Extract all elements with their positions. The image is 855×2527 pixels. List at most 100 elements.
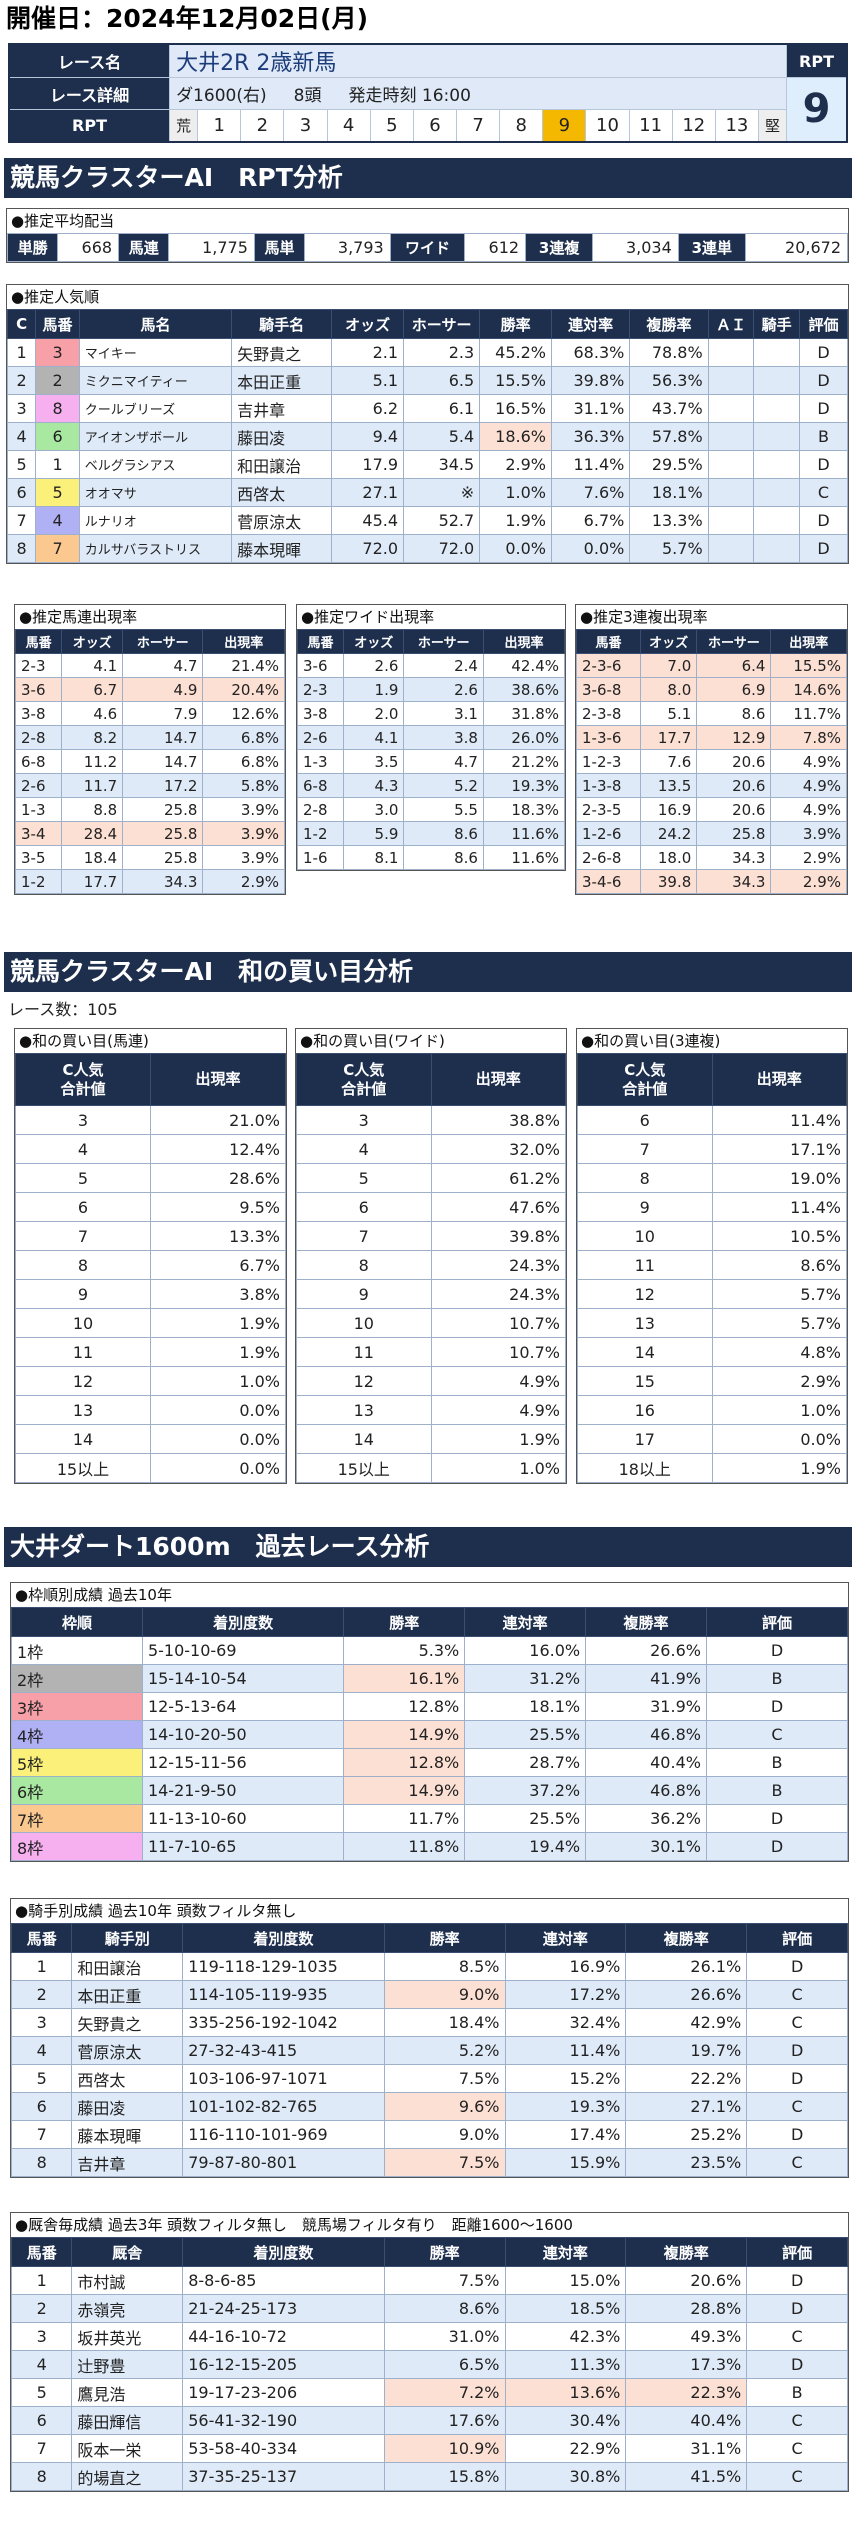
record-cell: 本田正重 [71, 1980, 184, 2009]
record-cell: 辻野豊 [71, 2350, 184, 2379]
horse-cell: 3 [35, 338, 80, 367]
combination-cell: 3-6-8 [576, 677, 641, 702]
record-cell: 吉井章 [71, 2148, 184, 2177]
horse-cell: 矢野貴之 [231, 338, 333, 367]
combination-cell: 11.6% [482, 845, 566, 870]
horse-cell: 34.5 [403, 450, 481, 479]
combo-row: 9 11.4% [577, 1192, 847, 1222]
frame-cell: 14.9% [343, 1720, 466, 1749]
combination-cell: 13.5 [639, 773, 698, 798]
combination-row: 1-3 3.5 4.7 21.2% [296, 749, 566, 774]
combo-sum: 12 [577, 1279, 713, 1309]
horse-cell [707, 478, 755, 507]
frame-table: 枠順 着別度数 勝率 連対率 複勝率 評価 1枠 5-10-10-69 5.3% 16.0% 26.… [11, 1607, 849, 1861]
frame-cell: 12.8% [343, 1748, 466, 1777]
frame-row: 8枠 11-7-10-65 11.8% 19.4% 30.1% D [11, 1832, 849, 1861]
combo-rate: 19.0% [711, 1163, 847, 1193]
combo-sum: 12 [296, 1366, 432, 1396]
rpt-scale-label: RPT [8, 109, 171, 142]
combo-wide-box: ●和の買い目(ワイド) C人気 合計値 出現率 3 38.8% 4 32.0% 5 61.2%… [295, 1028, 567, 1484]
combo-rate: 1.9% [430, 1424, 566, 1454]
column-header: ＡＩ [707, 309, 755, 339]
column-header: 騎手名 [231, 309, 333, 339]
horse-cell: ミクニマイティー [78, 366, 233, 395]
combo-sum: 6 [296, 1192, 432, 1222]
horse-cell: 本田正重 [231, 366, 333, 395]
combination-cell: 3-8 [14, 701, 63, 726]
record-cell: 13.6% [504, 2378, 627, 2407]
combo-sum: 3 [296, 1105, 432, 1135]
column-header: ホーサー [403, 629, 484, 654]
combination-cell: 2.9% [770, 845, 847, 870]
odds-type-label: 馬単 [253, 233, 306, 262]
frame-cell: 14-21-9-50 [141, 1776, 345, 1805]
column-header: 馬番 [296, 629, 345, 654]
combination-row: 3-4 28.4 25.8 3.9% [14, 821, 285, 846]
stable-table: 馬番 厩舎 着別度数 勝率 連対率 複勝率 評価 1 市村誠 8-8-6-85 7.5% 15.0% 2… [10, 2237, 848, 2491]
rpt-scale-cell: 5 [369, 109, 414, 142]
combination-cell: 2-3 [296, 677, 345, 702]
column-header: 連対率 [550, 309, 631, 339]
combination-cell: 8.0 [639, 677, 698, 702]
record-cell: 17.2% [504, 1980, 627, 2009]
combo-sum: 7 [577, 1134, 713, 1164]
horse-cell: 11.4% [550, 450, 631, 479]
record-cell: 44-16-10-72 [182, 2322, 385, 2351]
combination-cell: 17.7 [639, 725, 698, 750]
combination-cell: 3-4-6 [576, 869, 641, 894]
column-header: 複勝率 [629, 309, 709, 339]
frame-cell: 26.6% [585, 1636, 707, 1665]
record-cell: 15.9% [504, 2148, 627, 2177]
combo-sum: 8 [296, 1250, 432, 1280]
column-header: 評価 [746, 2237, 848, 2267]
horse-cell: 7 [6, 506, 37, 535]
horse-cell: 36.3% [550, 422, 631, 451]
column-header: 勝率 [383, 1923, 506, 1953]
column-header: 馬番 [35, 309, 80, 339]
combo-rate: 3.8% [150, 1279, 286, 1309]
wide-table: 馬番 オッズ ホーサー 出現率 3-6 2.6 2.4 42.4% 2-3 1.9 2.6 38.6%… [296, 629, 566, 870]
combination-cell: 24.2 [639, 821, 698, 846]
combo-rate: 39.8% [430, 1221, 566, 1251]
record-cell: 15.8% [383, 2462, 506, 2491]
horse-cell: オオマサ [78, 478, 233, 507]
record-cell: 6.5% [383, 2350, 506, 2379]
column-header: 馬番 [576, 629, 641, 654]
frame-box: ●枠順別成績 過去10年 枠順 着別度数 勝率 連対率 複勝率 評価 1枠 5-10-10-6… [10, 1582, 849, 1862]
horse-cell: クールブリーズ [78, 394, 233, 423]
record-cell: C [746, 2434, 848, 2463]
combo-rate: 1.9% [711, 1453, 847, 1483]
combo-sum: 5 [15, 1163, 151, 1193]
combination-cell: 4.9% [770, 797, 847, 822]
record-row: 3 矢野貴之 335-256-192-1042 18.4% 32.4% 42.9% C [10, 2008, 848, 2037]
combo-row: 8 6.7% [15, 1250, 286, 1280]
combination-cell: 11.7 [61, 773, 124, 798]
horse-cell: マイキー [78, 338, 233, 367]
horse-cell: ※ [403, 478, 481, 507]
combination-cell: 2-8 [14, 725, 63, 750]
combination-cell: 34.3 [696, 869, 772, 894]
horse-cell: 52.7 [403, 506, 481, 535]
horse-cell: 0.0% [550, 534, 631, 563]
record-cell: 6 [10, 2406, 73, 2435]
combo-row: 6 9.5% [15, 1192, 286, 1222]
combination-cell: 3-5 [14, 845, 63, 870]
combination-cell: 5.2 [403, 773, 484, 798]
record-cell: 103-106-97-1071 [182, 2064, 385, 2093]
odds-title: ●推定平均配当 [11, 212, 115, 230]
record-cell: 101-102-82-765 [182, 2092, 385, 2121]
combination-row: 1-3-6 17.7 12.9 7.8% [576, 725, 847, 750]
record-cell: D [746, 1952, 848, 1981]
combo-sum: 17 [577, 1424, 713, 1454]
column-header: 出現率 [711, 1053, 847, 1106]
record-cell: D [746, 2294, 848, 2323]
combo-row: 14 0.0% [15, 1424, 286, 1454]
record-cell: 鷹見浩 [71, 2378, 184, 2407]
odds-table: 単勝 668 馬連 1,775 馬単 3,793 ワイド 612 3連複 3,034 3連単 20,6… [6, 233, 849, 262]
combination-cell: 1.9 [343, 677, 405, 702]
record-cell: 114-105-119-935 [182, 1980, 385, 2009]
combo-wide-table: C人気 合計値 出現率 3 38.8% 4 32.0% 5 61.2% 6 47.6% 7 39.8%… [296, 1053, 566, 1483]
combo-rate: 1.0% [430, 1453, 566, 1483]
odds-box: ●推定平均配当 単勝 668 馬連 1,775 馬単 3,793 ワイド 612 3連複 3,03… [6, 208, 849, 263]
horse-cell: 2.3 [403, 338, 481, 367]
